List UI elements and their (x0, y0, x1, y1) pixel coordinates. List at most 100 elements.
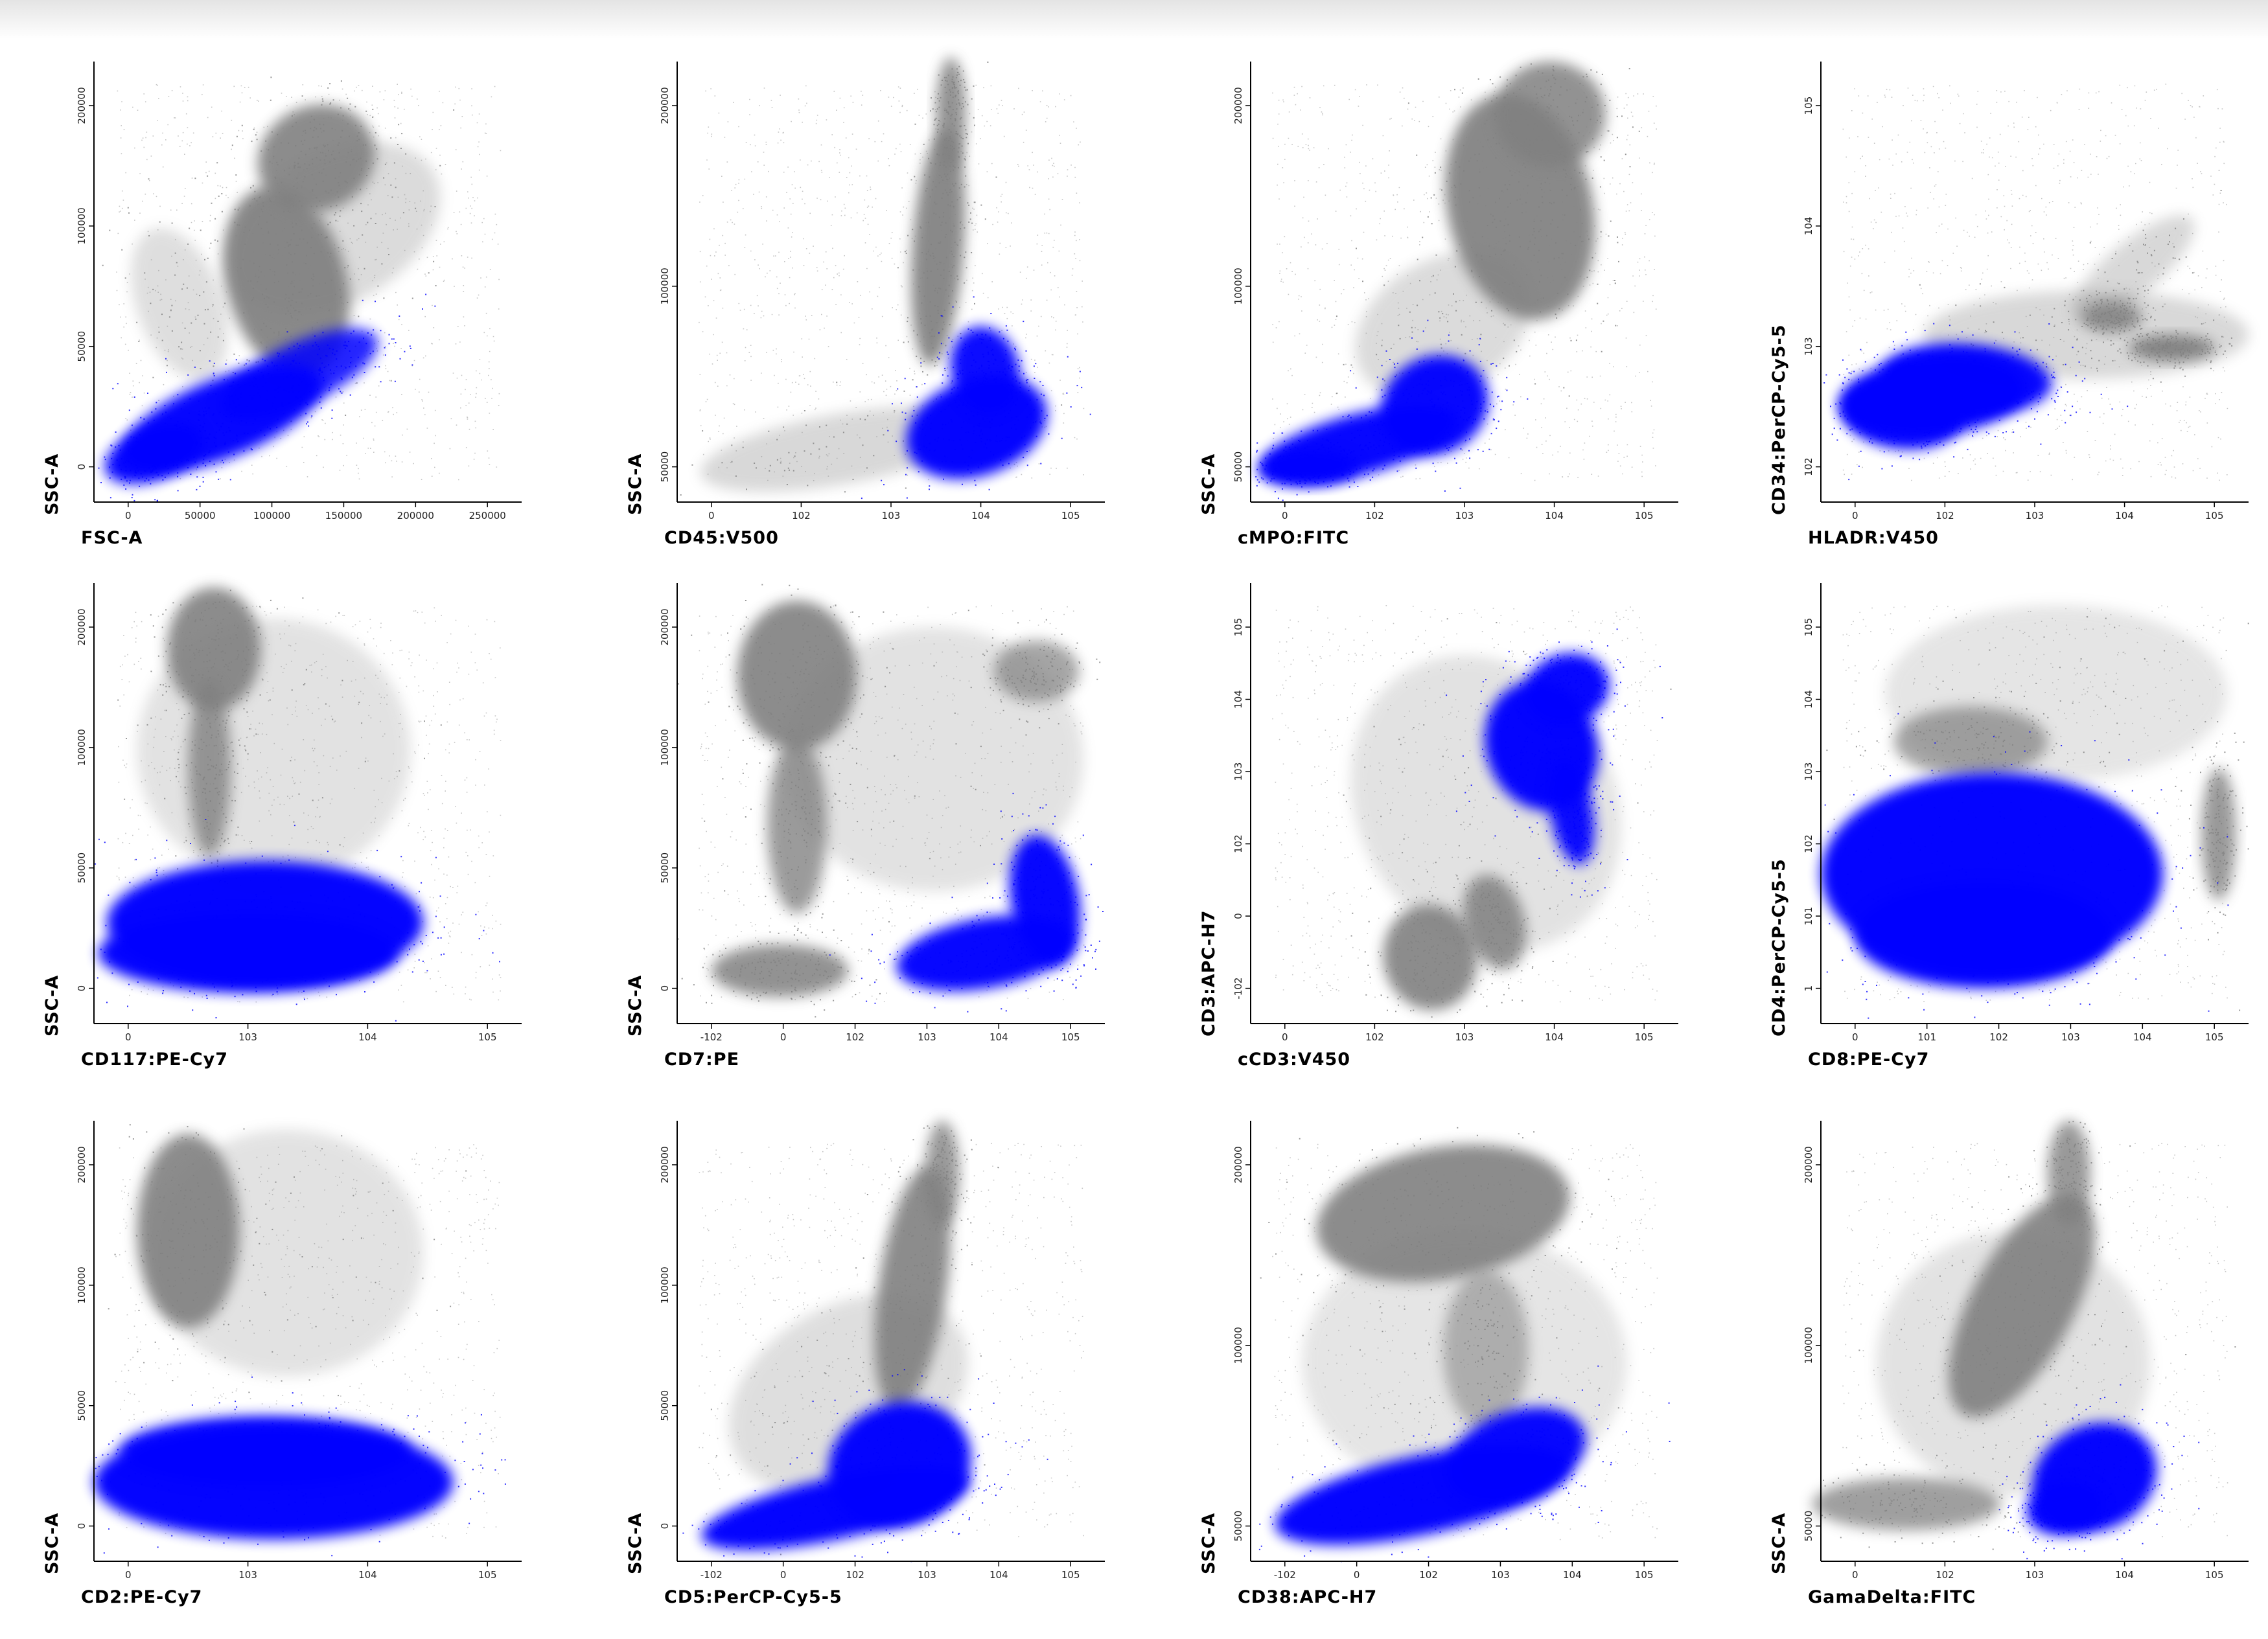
other-events-cloud (677, 584, 1101, 1018)
x-axis-label: HLADR:V450 (1808, 528, 1939, 548)
y-tick-label: 50000 (1232, 452, 1244, 483)
y-tick-label: 103 (1803, 762, 1814, 781)
x-tick-label: 101 (1917, 1031, 1936, 1043)
y-tick-label: 0 (76, 464, 87, 470)
y-tick-label: 50000 (76, 1390, 87, 1421)
y-tick-label: 100000 (76, 207, 87, 244)
x-axis-label: CD2:PE-Cy7 (81, 1587, 203, 1607)
x-tick-label: 105 (2205, 1031, 2224, 1043)
other-events-cloud (117, 587, 442, 925)
scatter-plot-2: 0 102 103 104 105 50000 100000 200000 (659, 57, 1105, 522)
x-tick-label: 50000 (185, 510, 216, 522)
x-tick-label: 102 (846, 1031, 864, 1043)
x-tick-label: 103 (238, 1569, 257, 1581)
x-tick-label: 103 (882, 510, 901, 522)
gated-population-cloud (1446, 628, 1663, 898)
x-tick-label: 102 (1365, 510, 1384, 522)
x-tick-label: 150000 (325, 510, 362, 522)
x-tick-label: 105 (1061, 1031, 1080, 1043)
gated-population-cloud (1255, 319, 1529, 501)
axes (93, 583, 522, 1024)
x-tick-label: 105 (1635, 1031, 1654, 1043)
x-tick-label: 250000 (469, 510, 506, 522)
x-tick-label: 0 (1282, 1031, 1288, 1043)
scatter-panel-5: 0 103 104 105 0 50000 100000 200000 CD117:PE-Cy7… (42, 583, 528, 1095)
other-events-cloud (108, 1124, 467, 1397)
y-tick-label: 103 (1232, 762, 1244, 781)
scatter-panel-6: -102 0 102 103 104 105 0 50000 100000 200000 CD7:P… (625, 583, 1111, 1095)
y-tick-label: 200000 (1232, 87, 1244, 124)
x-axis-label: CD117:PE-Cy7 (81, 1049, 229, 1070)
axes (1820, 583, 2249, 1024)
x-tick-label: 104 (2115, 510, 2134, 522)
y-tick-label: 50000 (659, 853, 671, 884)
x-tick-label: 102 (846, 1569, 864, 1581)
x-axis-label: cCD3:V450 (1238, 1049, 1351, 1070)
scatter-plot-11: -102 0 102 103 104 105 50000 100000 200000 (1232, 1121, 1678, 1581)
scatter-panel-2: 0 102 103 104 105 50000 100000 200000 CD45:V500 S… (625, 57, 1111, 573)
x-tick-label: 103 (1455, 1031, 1474, 1043)
x-tick-label: 105 (1061, 1569, 1080, 1581)
y-axis-label: SSC-A (1769, 1512, 1789, 1574)
y-tick-label: 50000 (659, 452, 671, 483)
y-tick-label: 200000 (1803, 1146, 1814, 1183)
gated-population-cloud (1823, 323, 2129, 481)
gated-population-cloud (98, 293, 436, 502)
x-axis-label: CD5:PerCP-Cy5-5 (664, 1587, 842, 1607)
x-tick-label: 105 (1061, 510, 1080, 522)
x-tick-label: 104 (2133, 1031, 2152, 1043)
scatter-panel-12: 0 102 103 104 105 50000 100000 200000 GamaDelta:… (1769, 1121, 2255, 1633)
gated-population-cloud (95, 819, 501, 1022)
x-tick-label: 103 (2026, 1569, 2044, 1581)
x-tick-label: 104 (1563, 1569, 1582, 1581)
axes (93, 62, 522, 503)
scatter-panel-10: -102 0 102 103 104 105 0 50000 100000 200000 CD5:P… (625, 1121, 1111, 1633)
y-tick-label: 1 (1803, 985, 1814, 992)
x-tick-label: 200000 (397, 510, 434, 522)
y-tick-label: 104 (1803, 690, 1814, 709)
y-axis-label: SSC-A (1199, 453, 1219, 515)
x-tick-label: 103 (1455, 510, 1474, 522)
y-tick-label: 102 (1803, 457, 1814, 476)
y-tick-label: 103 (1803, 337, 1814, 356)
y-tick-label: 104 (1232, 690, 1244, 709)
y-tick-label: 200000 (76, 87, 87, 124)
x-tick-label: 0 (125, 1031, 132, 1043)
y-tick-label: -102 (1232, 978, 1244, 1000)
y-axis-label: SSC-A (625, 453, 645, 515)
axes (93, 1121, 522, 1562)
x-tick-label: 0 (1354, 1569, 1360, 1581)
y-axis-label: SSC-A (1199, 1512, 1219, 1574)
scatter-plot-9: 0 103 104 105 0 50000 100000 200000 (76, 1121, 522, 1581)
x-tick-label: 103 (918, 1031, 936, 1043)
gated-population-cloud (94, 1376, 506, 1557)
y-tick-label: 0 (659, 985, 671, 992)
x-tick-label: 104 (358, 1569, 377, 1581)
scatter-panel-4: 0 102 103 104 105 102 103 104 105 HLADR:V450 CD34:… (1769, 62, 2255, 573)
gated-population-cloud (1258, 1365, 1671, 1563)
x-axis-label: CD7:PE (664, 1049, 740, 1070)
x-tick-label: 105 (1635, 510, 1654, 522)
other-events-cloud (1812, 1121, 2236, 1550)
y-tick-label: 100000 (659, 1266, 671, 1303)
scatter-panel-8: 0 101 102 103 104 105 1 101 102 103 104 105 CD8:PE-C… (1769, 583, 2255, 1095)
y-tick-label: 102 (1232, 834, 1244, 853)
x-tick-label: 0 (1282, 510, 1288, 522)
x-tick-label: 0 (1852, 1569, 1858, 1581)
y-axis-label: CD34:PerCP-Cy5-5 (1769, 324, 1789, 515)
x-tick-label: 105 (2205, 1569, 2224, 1581)
x-tick-label: 100000 (253, 510, 290, 522)
y-axis-label: SSC-A (625, 974, 645, 1037)
y-tick-label: 50000 (1803, 1511, 1814, 1542)
scatter-panel-9: 0 103 104 105 0 50000 100000 200000 CD2:PE-Cy7 SS… (42, 1121, 528, 1633)
y-tick-label: 104 (1803, 217, 1814, 236)
y-tick-label: 50000 (76, 853, 87, 884)
scatter-panel-1: 0 50000 100000 150000 200000 250000 0 50000 1000… (42, 62, 528, 573)
x-tick-label: 102 (1365, 1031, 1384, 1043)
x-tick-label: 104 (989, 1031, 1008, 1043)
x-tick-label: 105 (478, 1031, 497, 1043)
x-tick-label: 102 (1936, 1569, 1954, 1581)
y-tick-label: 0 (659, 1523, 671, 1530)
x-tick-label: 104 (358, 1031, 377, 1043)
scatter-plot-5: 0 103 104 105 0 50000 100000 200000 (76, 583, 522, 1043)
